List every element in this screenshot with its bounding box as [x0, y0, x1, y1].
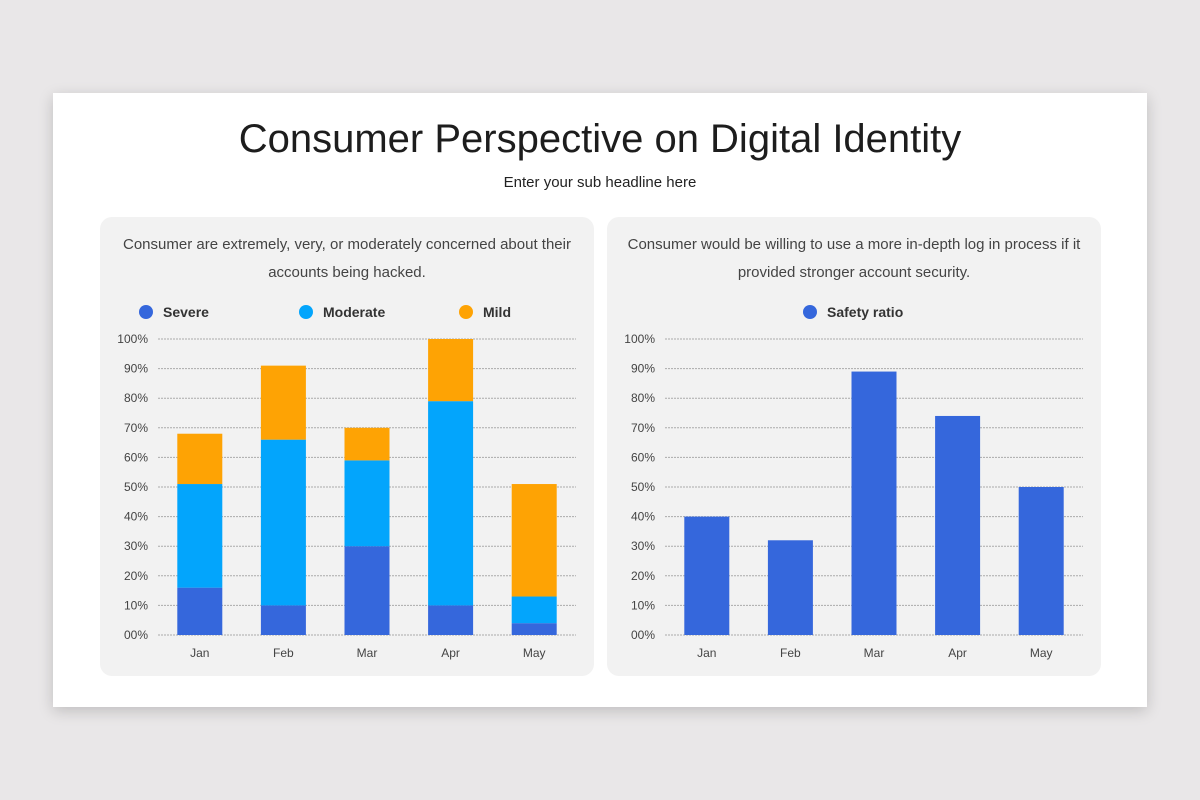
y-tick-label: 100%: [624, 332, 655, 346]
x-tick-label: Feb: [780, 646, 801, 660]
bar-moderate: [511, 596, 557, 624]
chart-title: Consumer are extremely, very, or moderat…: [123, 236, 571, 281]
chart-title: Consumer would be willing to use a more …: [627, 236, 1081, 281]
chart-panel-concern: Consumer are extremely, very, or moderat…: [100, 217, 594, 676]
bar-safety-ratio: [684, 516, 730, 635]
x-tick-label: Mar: [357, 646, 378, 660]
bar-moderate: [260, 439, 306, 606]
x-tick-label: Jan: [697, 646, 716, 660]
bar-severe: [428, 605, 474, 635]
y-tick-label: 60%: [124, 450, 148, 464]
bar-mild: [428, 339, 474, 402]
bar-mild: [260, 365, 306, 440]
y-tick-label: 90%: [631, 362, 655, 376]
x-tick-label: Mar: [864, 646, 885, 660]
x-tick-label: May: [1030, 646, 1053, 660]
bar-safety-ratio: [1018, 487, 1064, 635]
bar-chart: 00% 10% 20% 30% 40% 50% 60% 70% 80% 90% 100% Safety…: [624, 304, 1083, 660]
page-subtitle: Enter your sub headline here: [503, 174, 697, 191]
chart-panel-safety: Consumer would be willing to use a more …: [607, 217, 1101, 676]
bar-mild: [177, 433, 223, 485]
bar-severe: [511, 623, 557, 635]
legend-marker: [299, 305, 313, 319]
x-tick-label: Apr: [441, 646, 460, 660]
y-tick-label: 80%: [631, 391, 655, 405]
y-tick-label: 70%: [631, 421, 655, 435]
bar-mild: [344, 427, 390, 461]
page-title: Consumer Perspective on Digital Identity: [238, 117, 962, 161]
legend-label: Safety ratio: [827, 304, 903, 320]
stacked-bar-chart: 00% 10% 20% 30% 40% 50% 60% 70% 80% 90% 100% Severe…: [117, 304, 576, 660]
y-tick-label: 10%: [124, 598, 148, 612]
y-tick-label: 40%: [124, 510, 148, 524]
x-tick-label: May: [523, 646, 546, 660]
y-tick-label: 100%: [117, 332, 148, 346]
y-tick-label: 50%: [124, 480, 148, 494]
y-tick-label: 70%: [124, 421, 148, 435]
y-tick-label: 10%: [631, 598, 655, 612]
legend-marker: [803, 305, 817, 319]
bar-safety-ratio: [767, 540, 813, 635]
bar-moderate: [428, 401, 474, 606]
legend-marker: [459, 305, 473, 319]
bar-severe: [260, 605, 306, 635]
y-tick-label: 00%: [631, 628, 655, 642]
bar-moderate: [177, 484, 223, 588]
y-tick-label: 60%: [631, 450, 655, 464]
y-tick-label: 50%: [631, 480, 655, 494]
x-tick-label: Feb: [273, 646, 294, 660]
y-tick-label: 90%: [124, 362, 148, 376]
x-tick-label: Apr: [948, 646, 967, 660]
legend-marker: [139, 305, 153, 319]
bar-severe: [344, 546, 390, 635]
bar-mild: [511, 484, 557, 597]
bar-safety-ratio: [851, 371, 897, 635]
bar-moderate: [344, 460, 390, 547]
bar-severe: [177, 587, 223, 635]
slide-card: Consumer Perspective on Digital Identity…: [53, 93, 1147, 707]
legend-label: Mild: [483, 304, 511, 320]
y-tick-label: 00%: [124, 628, 148, 642]
legend-label: Moderate: [323, 304, 385, 320]
y-tick-label: 20%: [631, 569, 655, 583]
y-tick-label: 30%: [124, 539, 148, 553]
x-tick-label: Jan: [190, 646, 209, 660]
legend-label: Severe: [163, 304, 209, 320]
bar-safety-ratio: [935, 415, 981, 635]
y-tick-label: 30%: [631, 539, 655, 553]
y-tick-label: 20%: [124, 569, 148, 583]
y-tick-label: 80%: [124, 391, 148, 405]
y-tick-label: 40%: [631, 510, 655, 524]
